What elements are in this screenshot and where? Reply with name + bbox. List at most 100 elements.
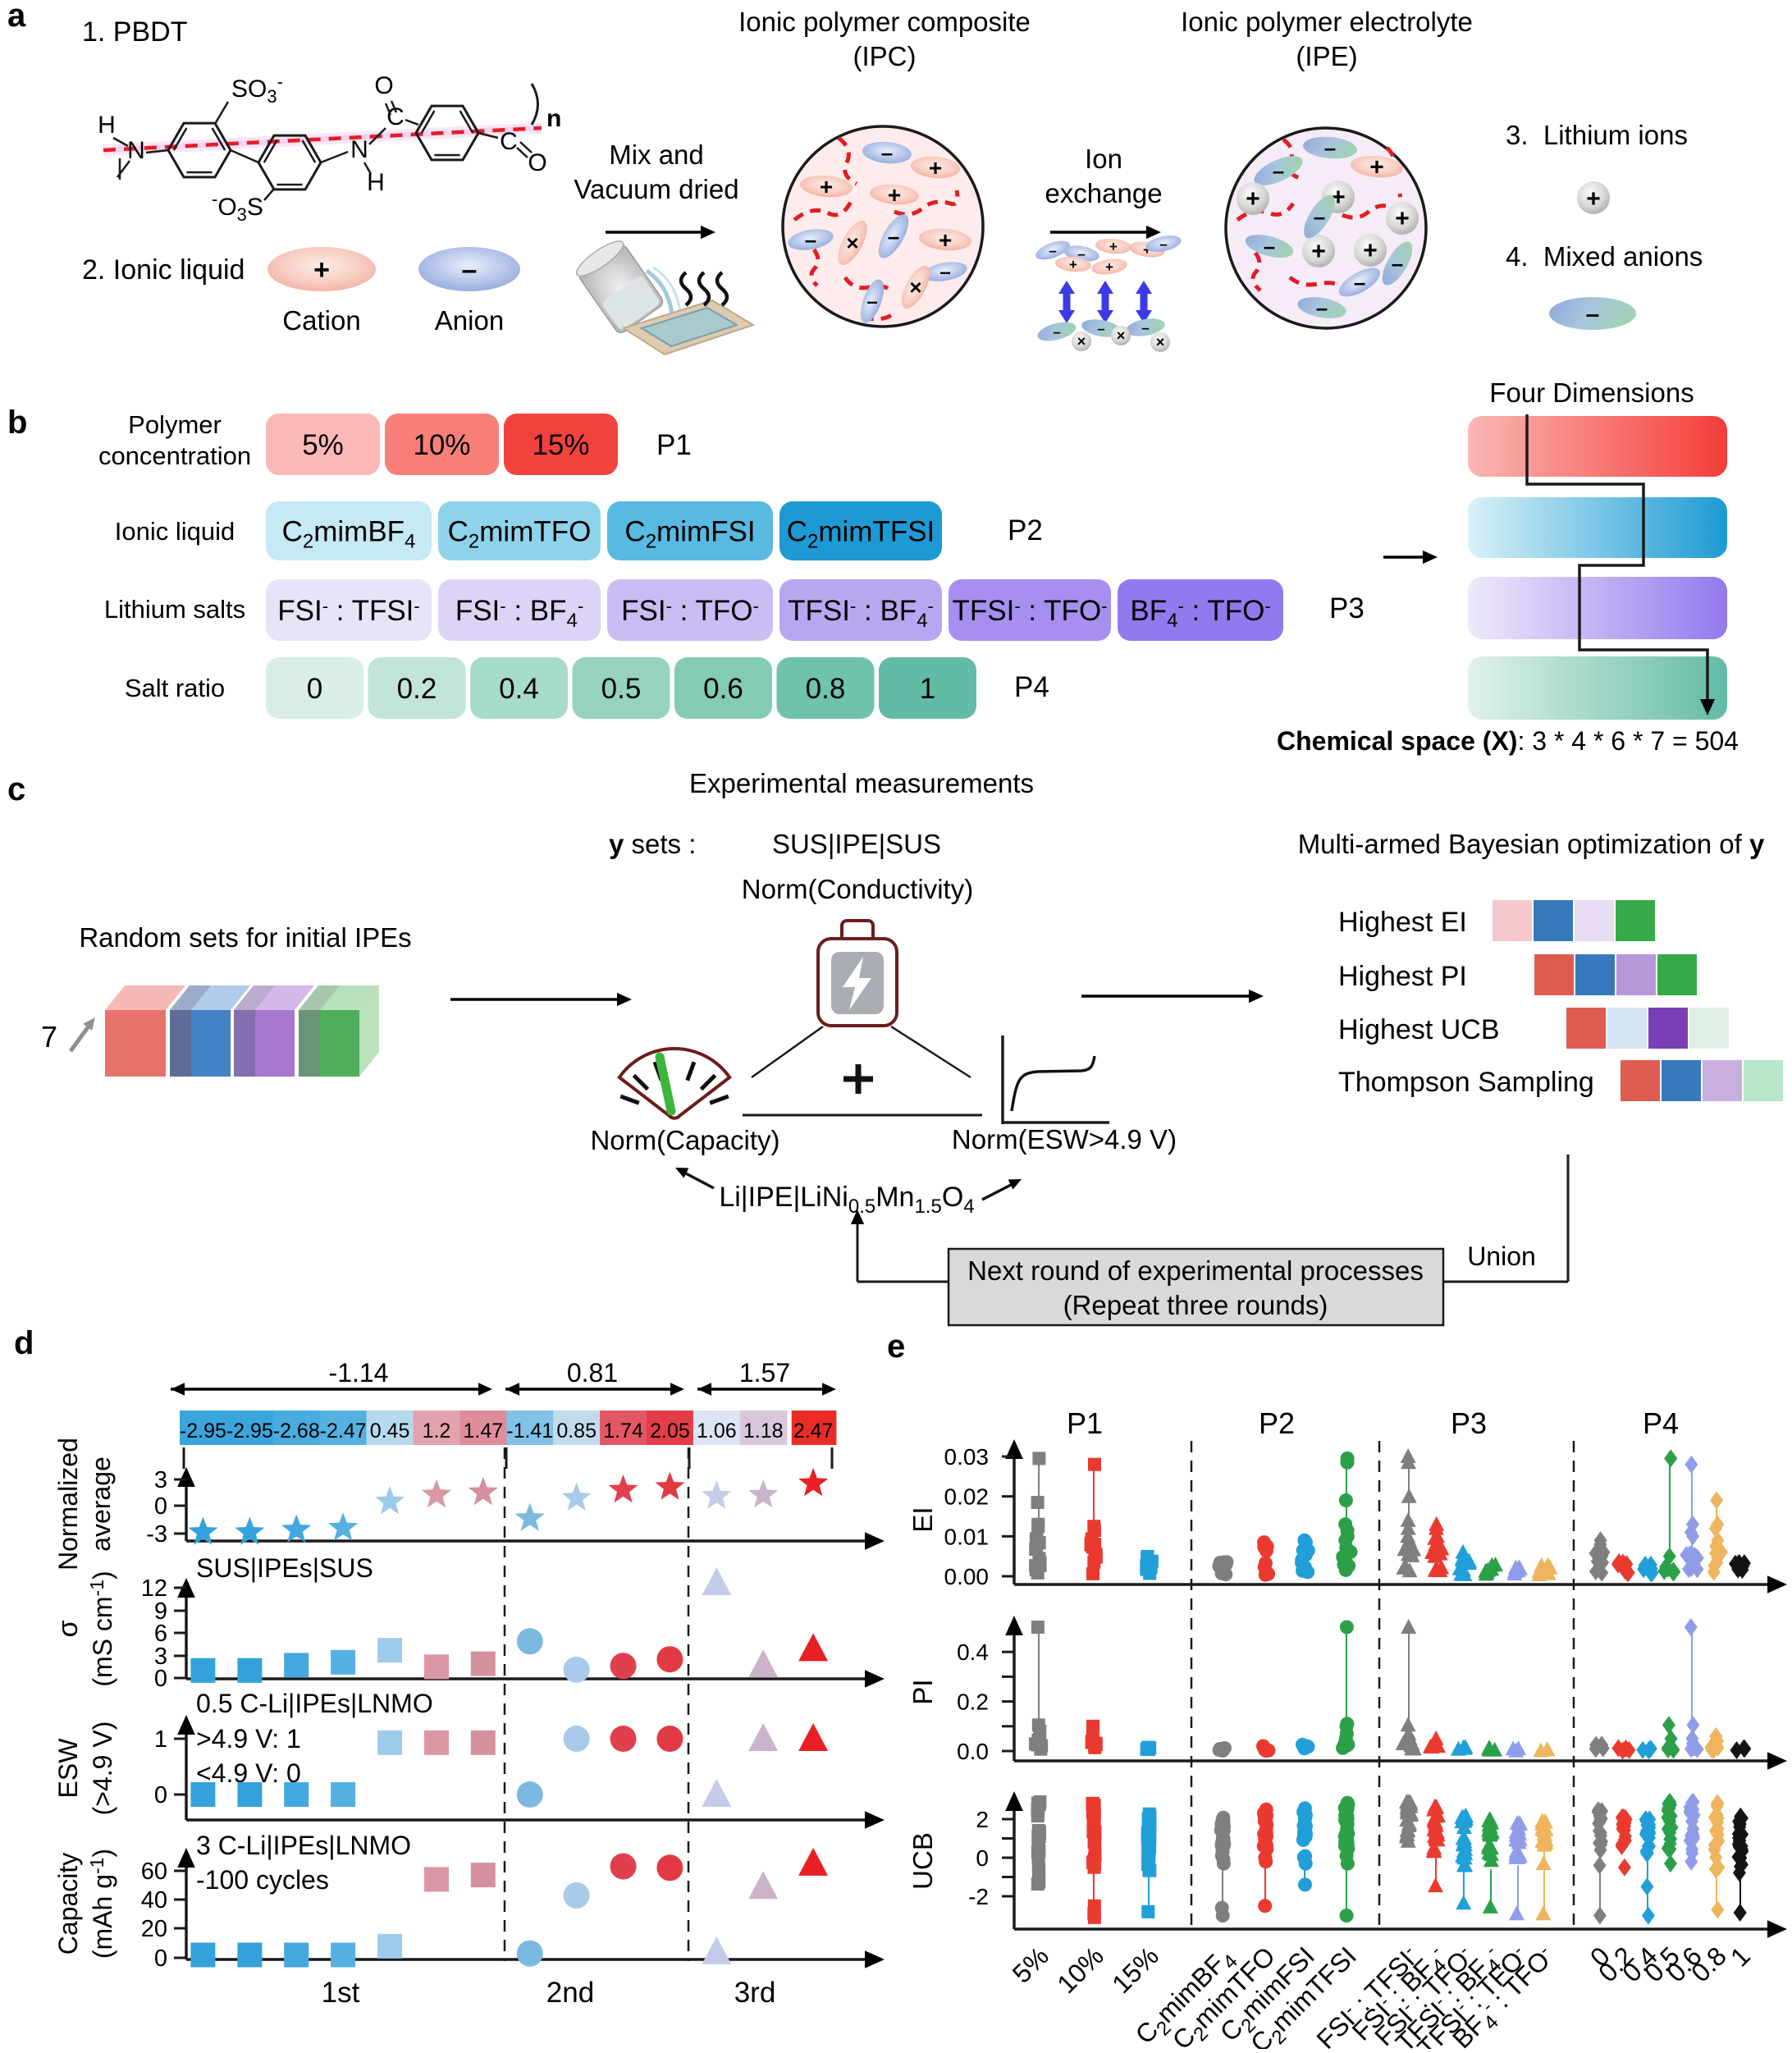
- svg-text:+: +: [1109, 239, 1118, 254]
- svg-text:0.4: 0.4: [499, 673, 539, 705]
- svg-text:2. Ionic liquid: 2. Ionic liquid: [82, 254, 245, 286]
- svg-text:(Repeat three rounds): (Repeat three rounds): [1063, 1290, 1328, 1320]
- svg-text:–: –: [881, 140, 893, 165]
- svg-text:Multi-armed Bayesian optimizat: Multi-armed Bayesian optimization of y: [1298, 829, 1765, 859]
- svg-text:Highest EI: Highest EI: [1338, 907, 1467, 938]
- svg-text:Cation: Cation: [282, 305, 360, 336]
- svg-text:0.6: 0.6: [703, 673, 743, 705]
- svg-text:+: +: [1246, 185, 1260, 213]
- svg-text:Next round of experimental pro: Next round of experimental processes: [967, 1255, 1424, 1286]
- svg-text:-2.95: -2.95: [180, 1420, 226, 1443]
- svg-text:Ionic polymer composite: Ionic polymer composite: [738, 7, 1031, 37]
- svg-text:Highest PI: Highest PI: [1338, 961, 1467, 992]
- svg-text:-100 cycles: -100 cycles: [196, 1865, 329, 1895]
- svg-text:-3: -3: [146, 1521, 167, 1548]
- svg-text:EI: EI: [907, 1507, 938, 1532]
- svg-text:TFSI-​ : TFO-​: TFSI-​ : TFO-​: [952, 595, 1107, 627]
- svg-text:0: 0: [307, 673, 322, 705]
- svg-text:SUS|IPEs|SUS: SUS|IPEs|SUS: [196, 1553, 373, 1583]
- svg-text:Salt ratio: Salt ratio: [125, 674, 225, 702]
- svg-text:9: 9: [154, 1598, 167, 1625]
- svg-text:O: O: [374, 72, 393, 99]
- svg-text:0.81: 0.81: [567, 1358, 618, 1388]
- svg-text:2: 2: [976, 1807, 989, 1832]
- svg-text:5%: 5%: [302, 429, 344, 461]
- svg-text:+: +: [929, 155, 942, 181]
- svg-text:0.0: 0.0: [957, 1739, 989, 1764]
- svg-text:Ionic liquid: Ionic liquid: [115, 517, 235, 546]
- svg-text:ESW: ESW: [53, 1738, 83, 1799]
- svg-text:Norm(Capacity): Norm(Capacity): [590, 1125, 779, 1155]
- svg-text:–: –: [939, 261, 950, 283]
- svg-text:Polymer: Polymer: [128, 410, 222, 439]
- svg-text:0.85: 0.85: [556, 1420, 597, 1443]
- svg-text:0: 0: [154, 1666, 167, 1692]
- svg-text:N: N: [127, 137, 145, 164]
- svg-text:1: 1: [1725, 1941, 1756, 1972]
- svg-text:(IPC): (IPC): [853, 41, 917, 71]
- svg-text:0: 0: [154, 1946, 167, 1972]
- svg-text:–: –: [866, 290, 877, 313]
- svg-text:10%: 10%: [1051, 1941, 1109, 1999]
- svg-text:–: –: [1316, 295, 1328, 320]
- svg-text:–: –: [1354, 270, 1365, 295]
- svg-text:–: –: [1097, 321, 1104, 336]
- svg-text:-1.41: -1.41: [506, 1420, 553, 1443]
- svg-text:P4: P4: [1014, 671, 1049, 703]
- svg-text:b: b: [7, 405, 27, 441]
- svg-text:3rd: 3rd: [734, 1977, 776, 2009]
- svg-text:1st: 1st: [322, 1977, 360, 2009]
- svg-text:–: –: [1273, 158, 1284, 183]
- svg-text:(mAh g-1): (mAh g-1): [86, 1849, 117, 1959]
- svg-text:1. PBDT: 1. PBDT: [82, 16, 187, 48]
- svg-text:2.47: 2.47: [793, 1420, 834, 1443]
- svg-text:–: –: [1264, 234, 1275, 258]
- svg-text:Norm(Conductivity): Norm(Conductivity): [742, 874, 973, 904]
- svg-text:–: –: [1049, 243, 1056, 258]
- svg-text:SUS|IPE|SUS: SUS|IPE|SUS: [772, 829, 941, 859]
- svg-text:N: N: [350, 136, 368, 163]
- svg-text:15%: 15%: [532, 429, 589, 461]
- svg-text:7: 7: [41, 1020, 57, 1054]
- svg-text:1.2: 1.2: [423, 1420, 451, 1443]
- svg-text:Highest UCB: Highest UCB: [1338, 1014, 1500, 1045]
- svg-text:O: O: [528, 149, 546, 176]
- svg-text:–: –: [462, 254, 478, 286]
- svg-text:PI: PI: [907, 1679, 938, 1704]
- svg-text:P2: P2: [1259, 1406, 1295, 1440]
- svg-text:concentration: concentration: [98, 441, 251, 470]
- svg-text:5%: 5%: [1007, 1941, 1054, 1988]
- svg-text:>4.9 V: 1: >4.9 V: 1: [196, 1724, 301, 1754]
- svg-text:Thompson Sampling: Thompson Sampling: [1338, 1067, 1594, 1098]
- svg-text:0.2: 0.2: [397, 673, 437, 705]
- svg-text:P1: P1: [656, 429, 692, 461]
- svg-text:0: 0: [976, 1845, 989, 1871]
- svg-text:-O3S: -O3S: [212, 189, 263, 225]
- svg-text:P3: P3: [1329, 592, 1365, 624]
- svg-text:3. Lithium ions: 3. Lithium ions: [1506, 120, 1688, 150]
- svg-text:1: 1: [920, 673, 935, 705]
- svg-text:–: –: [805, 227, 816, 252]
- svg-text:0.00: 0.00: [944, 1564, 990, 1589]
- svg-text:–: –: [888, 224, 899, 249]
- svg-text:σ: σ: [53, 1620, 84, 1637]
- svg-text:3: 3: [154, 1644, 167, 1670]
- svg-text:-2: -2: [968, 1884, 989, 1909]
- svg-text:15%: 15%: [1106, 1941, 1164, 1999]
- svg-text:0.01: 0.01: [944, 1524, 990, 1549]
- svg-text:–: –: [1324, 135, 1336, 160]
- svg-text:+: +: [820, 174, 833, 199]
- svg-text:H: H: [367, 169, 385, 196]
- svg-text:P2: P2: [1008, 514, 1043, 546]
- svg-text:Mix and: Mix and: [609, 139, 704, 170]
- svg-text:H: H: [98, 112, 116, 139]
- svg-text:4. Mixed anions: 4. Mixed anions: [1506, 241, 1703, 272]
- svg-text:0.02: 0.02: [944, 1484, 990, 1510]
- svg-text:10%: 10%: [413, 429, 470, 461]
- svg-text:SO3-: SO3-: [231, 71, 283, 107]
- svg-text:+: +: [939, 227, 952, 253]
- svg-text:Vacuum dried: Vacuum dried: [574, 174, 738, 204]
- svg-text:–: –: [1077, 246, 1085, 262]
- svg-text:0.03: 0.03: [944, 1444, 990, 1470]
- svg-text:TFSI-​ : BF4-​: TFSI-​ : BF4-​: [788, 595, 934, 632]
